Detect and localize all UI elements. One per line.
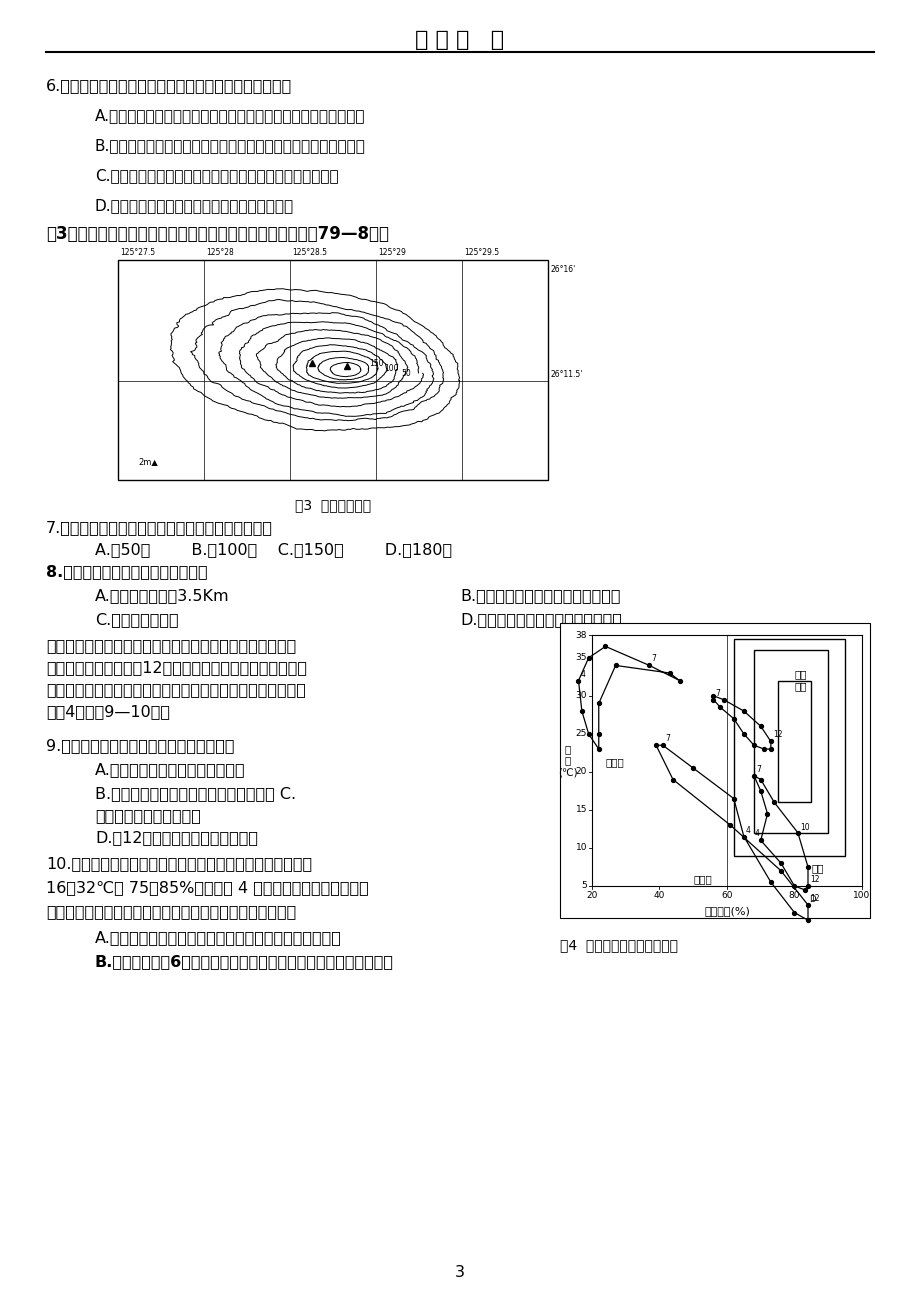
Text: A.　岛屿东西长剠3.5Km: A. 岛屿东西长剠3.5Km — [95, 589, 230, 603]
Text: 4: 4 — [580, 669, 584, 678]
Text: 16～32℃和 75～85%之间，图 4 中内、中、外三个长方形分: 16～32℃和 75～85%之间，图 4 中内、中、外三个长方形分 — [46, 880, 369, 894]
Text: 12: 12 — [809, 894, 819, 904]
Text: 125°28.5: 125°28.5 — [291, 247, 326, 256]
Text: 60: 60 — [720, 891, 732, 900]
Text: 喀土穆: 喀土穆 — [605, 756, 624, 767]
Text: C.　广东省的大城市建设步伐较快，中小城市培育体制欠佳: C. 广东省的大城市建设步伐较快，中小城市培育体制欠佳 — [95, 168, 338, 184]
Text: A.　火奴鲁鲁全年温度、湿度都是最适于蜡实蝇生长发育: A. 火奴鲁鲁全年温度、湿度都是最适于蜡实蝇生长发育 — [95, 930, 342, 945]
Text: D.　南部多陥崖主要因海浪侵蚀强烈: D. 南部多陥崖主要因海浪侵蚀强烈 — [460, 612, 621, 628]
Text: 科: 科 — [661, 900, 665, 906]
Text: 7: 7 — [664, 734, 669, 743]
Text: B.安卡拉每个月的相对湿度都比喀土穆高 C.: B.安卡拉每个月的相对湿度都比喀土穆高 C. — [95, 786, 296, 801]
Text: 喀土穆的气温年较差最小: 喀土穆的气温年较差最小 — [95, 809, 200, 823]
Text: 50: 50 — [402, 368, 411, 378]
Text: 图。把生物的生态特征与气候图相结合，就成为生物气候图。: 图。把生物的生态特征与气候图相结合，就成为生物气候图。 — [46, 682, 305, 697]
Text: A.　巴黎气候的海洋性特征最显著: A. 巴黎气候的海洋性特征最显著 — [95, 762, 245, 777]
Text: 对湿度（或降水量）的12个点，按月顺序连接起来的多角形: 对湿度（或降水量）的12个点，按月顺序连接起来的多角形 — [46, 660, 307, 674]
Text: 100: 100 — [384, 365, 399, 374]
Text: A.　50米        B.　100米    C.　150米        D.　180米: A. 50米 B. 100米 C. 150米 D. 180米 — [95, 542, 451, 557]
Text: 80: 80 — [788, 891, 800, 900]
Text: 6.　对近年来我国大陆沿海的城市化进程叙述不正确的是: 6. 对近年来我国大陆沿海的城市化进程叙述不正确的是 — [46, 78, 292, 92]
Text: 8.　关于图示岛屿的叙述，正确的是: 8. 关于图示岛屿的叙述，正确的是 — [46, 564, 208, 579]
Bar — [560, 622, 869, 918]
Text: 常用的温湿年变化图是以标明在坐标上的逐月平均温度和相: 常用的温湿年变化图是以标明在坐标上的逐月平均温度和相 — [46, 638, 296, 654]
Text: 20: 20 — [585, 891, 597, 900]
Bar — [733, 639, 845, 855]
Text: 150: 150 — [369, 359, 383, 368]
Text: 2m▲: 2m▲ — [138, 457, 158, 466]
Text: 安卡拉: 安卡拉 — [693, 875, 711, 884]
Text: A.　广东、江苏两省因农村人口进城务工创业，提高了城市化水平: A. 广东、江苏两省因农村人口进城务工创业，提高了城市化水平 — [95, 108, 365, 122]
Text: 30: 30 — [575, 691, 586, 700]
Bar — [777, 681, 811, 802]
Text: 20: 20 — [575, 767, 586, 776]
Text: 25: 25 — [575, 729, 586, 738]
Text: 12: 12 — [772, 730, 781, 740]
Text: 5: 5 — [581, 881, 586, 891]
Text: 版20所有: 版20所有 — [594, 900, 615, 906]
Text: 125°29.5: 125°29.5 — [463, 247, 499, 256]
Text: 图4  世界不同地点生物气候图: 图4 世界不同地点生物气候图 — [560, 937, 677, 952]
Text: 35: 35 — [575, 654, 586, 663]
Text: 38: 38 — [575, 630, 586, 639]
Text: B.　巴黎较冷的6个月对蜡实蝇的繁殖不利，但尚未超过其耐受限度: B. 巴黎较冷的6个月对蜡实蝇的繁殖不利，但尚未超过其耐受限度 — [95, 954, 393, 969]
Text: 26°16': 26°16' — [550, 266, 575, 273]
Text: 15: 15 — [575, 806, 586, 815]
Text: C.　地势南高北低: C. 地势南高北低 — [95, 612, 178, 628]
Text: 巴黎: 巴黎 — [811, 863, 823, 874]
Text: 26°11.5': 26°11.5' — [550, 370, 583, 379]
Text: 7: 7 — [651, 655, 655, 664]
Text: 7: 7 — [715, 689, 720, 698]
Text: 读图4，完成9—10题。: 读图4，完成9—10题。 — [46, 704, 170, 719]
Text: B.　岛上淡水缺乏是因其年降水量小: B. 岛上淡水缺乏是因其年降水量小 — [460, 589, 619, 603]
Text: 125°27.5: 125°27.5 — [119, 247, 155, 256]
Bar — [754, 650, 827, 833]
Text: 10.　危害柑桔的地中海蜡实蝇，其生活的最适宜温湿范围是: 10. 危害柑桔的地中海蜡实蝇，其生活的最适宜温湿范围是 — [46, 855, 312, 871]
Text: 125°29: 125°29 — [378, 247, 405, 256]
Text: 别表示其最适宜、适宜和可耐受范围，则该生物气候图表明: 别表示其最适宜、适宜和可耐受范围，则该生物气候图表明 — [46, 904, 296, 919]
Text: 火奴
鲁鲁: 火奴 鲁鲁 — [794, 669, 806, 691]
Text: 4: 4 — [754, 829, 759, 838]
Text: 12: 12 — [809, 875, 819, 884]
Text: 7.　某探险队欲攻登图中陥崖，最合适的攻岩绳长为: 7. 某探险队欲攻登图中陥崖，最合适的攻岩绳长为 — [46, 519, 273, 535]
Text: 温
度
(℃): 温 度 (℃) — [558, 743, 577, 777]
Text: 125°28: 125°28 — [206, 247, 233, 256]
Bar — [118, 260, 548, 480]
Text: 10: 10 — [575, 844, 586, 853]
Text: D.　海南因旅游业的发展，城市化水平不断提高: D. 海南因旅游业的发展，城市化水平不断提高 — [95, 198, 294, 214]
Text: 10: 10 — [799, 823, 809, 832]
Text: D.　12月月均温最高的是火奴鲁鲁: D. 12月月均温最高的是火奴鲁鲁 — [95, 829, 257, 845]
Text: B.　浙江、福建两省一些城市因受地形的束缚，影响了城市化进程: B. 浙江、福建两省一些城市因受地形的束缚，影响了城市化进程 — [95, 138, 366, 154]
Text: 相对湿度(%): 相对湿度(%) — [703, 906, 749, 917]
Text: 9.　关于图中四地的气候特征叙述正确的是: 9. 关于图中四地的气候特征叙述正确的是 — [46, 738, 234, 753]
Text: 3: 3 — [455, 1266, 464, 1280]
Text: 图3  某岛等高线图: 图3 某岛等高线图 — [295, 497, 370, 512]
Text: D: D — [808, 894, 814, 904]
Text: 100: 100 — [853, 891, 869, 900]
Text: 40: 40 — [653, 891, 664, 900]
Text: 7: 7 — [755, 764, 760, 773]
Text: 书 山 有   路: 书 山 有 路 — [415, 30, 504, 49]
Text: 4: 4 — [745, 825, 750, 835]
Text: 图3为我国东海某岛的等高线分布图（单位：米），读图完成79—8题。: 图3为我国东海某岛的等高线分布图（单位：米），读图完成79—8题。 — [46, 225, 389, 243]
